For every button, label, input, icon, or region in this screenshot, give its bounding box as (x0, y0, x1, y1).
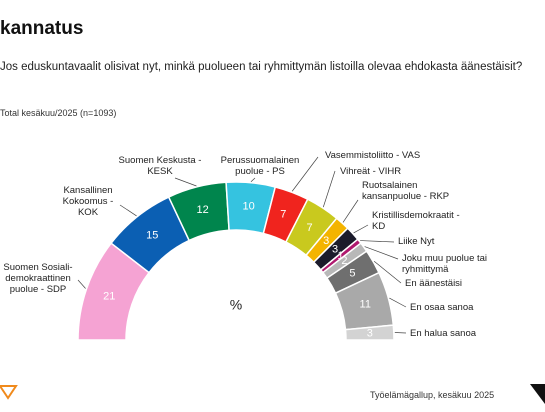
value-label: 7 (307, 222, 313, 234)
sample-note: Total kesäkuu/2025 (n=1093) (0, 108, 117, 118)
value-label: 2 (341, 255, 347, 267)
category-label: Kristillisdemokraatit - KD (372, 210, 460, 232)
logo (0, 385, 18, 400)
category-label: En osaa sanoa (410, 302, 474, 313)
value-label: 15 (146, 229, 158, 241)
chart-title: kannatus (0, 18, 84, 39)
leader-line (360, 240, 395, 243)
value-label: 3 (367, 328, 373, 340)
leader-line (364, 246, 399, 260)
leader-line (353, 224, 369, 234)
value-label: 1 (338, 250, 344, 262)
category-label: Liike Nyt (398, 236, 435, 247)
leader-line (77, 279, 86, 289)
leader-line (342, 199, 359, 223)
value-label: 5 (349, 268, 355, 280)
category-label: Joku muu puolue tai ryhmittymä (402, 253, 488, 275)
category-label: Vasemmistoliitto - VAS (325, 150, 421, 161)
value-label: 12 (197, 204, 209, 216)
value-label: 21 (103, 291, 115, 303)
category-label: Vihreät - VIHR (340, 166, 402, 177)
value-label: 7 (280, 209, 286, 221)
category-label: En äänestäisi (405, 278, 463, 289)
category-label: Suomen Sosiali- demokraattinen puolue - … (3, 262, 73, 295)
category-label: Kansallinen Kokoomus - KOK (62, 185, 114, 218)
category-label: En halua sanoa (410, 328, 477, 339)
category-label: Suomen Keskusta - KESK (118, 155, 202, 177)
value-label: 3 (323, 235, 329, 247)
segment (344, 324, 395, 341)
leader-line (119, 204, 137, 217)
leader-line (174, 177, 197, 187)
value-label: 11 (360, 299, 371, 311)
leader-line (373, 260, 402, 284)
center-label: % (230, 297, 242, 313)
leader-line (322, 170, 336, 208)
category-label: Ruotsalainen kansanpuolue - RKP (362, 180, 450, 202)
category-label: Perussuomalainen puolue - PS (220, 155, 300, 177)
value-label: 3 (332, 244, 338, 256)
leader-line (291, 156, 319, 192)
leader-line (389, 297, 407, 308)
question: Jos eduskuntavaalit olisivat nyt, minkä … (0, 61, 523, 73)
logo (530, 384, 545, 404)
source: Työelämägallup, kesäkuu 2025 (370, 390, 495, 400)
value-label: 10 (242, 201, 254, 213)
leader-line (250, 177, 256, 182)
